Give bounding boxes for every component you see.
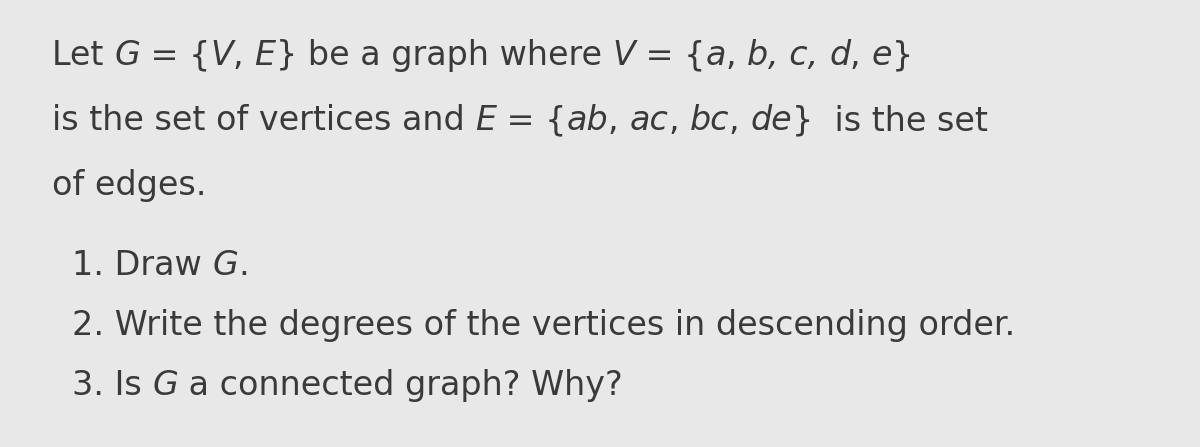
Text: G: G xyxy=(212,249,239,282)
Text: ,: , xyxy=(233,39,254,72)
Text: ,: , xyxy=(608,104,630,137)
Text: ab: ab xyxy=(566,104,608,137)
Text: Let: Let xyxy=(52,39,114,72)
Text: }: } xyxy=(892,39,913,72)
Text: a: a xyxy=(706,39,726,72)
Text: E: E xyxy=(475,104,497,137)
Text: .: . xyxy=(239,249,250,282)
Text: = {: = { xyxy=(635,39,706,72)
Text: de: de xyxy=(751,104,792,137)
Text: } be a graph where: } be a graph where xyxy=(276,39,612,72)
Text: ,: , xyxy=(730,104,751,137)
Text: ,: , xyxy=(851,39,871,72)
Text: 1. Draw: 1. Draw xyxy=(72,249,212,282)
Text: = {: = { xyxy=(140,39,210,72)
Text: }  is the set: } is the set xyxy=(792,104,988,137)
Text: bc: bc xyxy=(690,104,730,137)
Text: b: b xyxy=(748,39,768,72)
Text: V: V xyxy=(210,39,233,72)
Text: a connected graph? Why?: a connected graph? Why? xyxy=(179,369,623,402)
Text: V: V xyxy=(612,39,635,72)
Text: e: e xyxy=(871,39,892,72)
Text: , c,: , c, xyxy=(768,39,829,72)
Text: ,: , xyxy=(726,39,748,72)
Text: G: G xyxy=(152,369,179,402)
Text: = {: = { xyxy=(497,104,566,137)
Text: is the set of vertices and: is the set of vertices and xyxy=(52,104,475,137)
Text: E: E xyxy=(254,39,276,72)
Text: 2. Write the degrees of the vertices in descending order.: 2. Write the degrees of the vertices in … xyxy=(72,309,1015,342)
Text: d: d xyxy=(829,39,851,72)
Text: ,: , xyxy=(668,104,690,137)
Text: ac: ac xyxy=(630,104,668,137)
Text: G: G xyxy=(114,39,140,72)
Text: of edges.: of edges. xyxy=(52,169,206,202)
Text: 3. Is: 3. Is xyxy=(72,369,152,402)
